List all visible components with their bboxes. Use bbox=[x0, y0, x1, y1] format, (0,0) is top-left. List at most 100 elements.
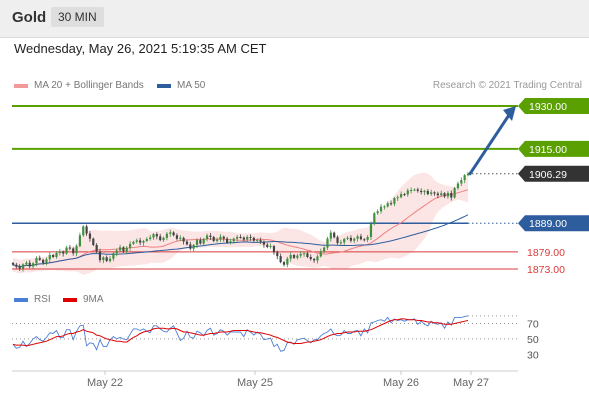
rsi-line bbox=[12, 315, 469, 352]
candle-body bbox=[185, 241, 189, 245]
candle-body bbox=[98, 251, 102, 261]
candle bbox=[266, 242, 269, 249]
candle-body bbox=[219, 236, 222, 240]
candle bbox=[108, 256, 112, 263]
candle-body bbox=[58, 251, 61, 253]
candle-body bbox=[88, 233, 92, 239]
candle-body bbox=[249, 236, 252, 238]
candle bbox=[443, 192, 446, 199]
candle bbox=[313, 257, 316, 263]
candle bbox=[249, 234, 252, 241]
candle bbox=[323, 246, 326, 254]
ma9-swatch bbox=[63, 297, 77, 302]
candle-body bbox=[145, 238, 148, 241]
support-label: 1873.00 bbox=[527, 264, 565, 276]
candle-body bbox=[443, 193, 446, 197]
candle-body bbox=[172, 232, 175, 236]
candle-body bbox=[222, 236, 225, 239]
candle-body bbox=[62, 251, 65, 254]
candle bbox=[466, 171, 470, 177]
candle-body bbox=[269, 246, 272, 248]
candle-body bbox=[215, 239, 219, 241]
candle bbox=[343, 237, 346, 246]
candle-body bbox=[316, 256, 319, 261]
candle bbox=[319, 248, 322, 258]
candle bbox=[45, 257, 48, 266]
candle-body bbox=[92, 238, 95, 245]
candle-body bbox=[356, 236, 359, 239]
candle bbox=[366, 235, 369, 243]
candle bbox=[292, 253, 296, 259]
candle bbox=[436, 191, 439, 199]
rsi-tick-label: 70 bbox=[527, 319, 539, 331]
candle-body bbox=[420, 190, 423, 193]
candle-body bbox=[272, 246, 276, 253]
candle-body bbox=[179, 237, 182, 239]
candle-body bbox=[262, 241, 266, 245]
candle bbox=[92, 237, 95, 247]
candle bbox=[393, 196, 396, 207]
candle bbox=[179, 235, 182, 242]
candle-body bbox=[399, 194, 403, 198]
candle-body bbox=[329, 232, 332, 239]
candle-body bbox=[252, 237, 255, 241]
rsi-legend-label: RSI bbox=[34, 294, 51, 305]
candle-body bbox=[446, 192, 450, 197]
candle bbox=[209, 232, 212, 241]
candle-body bbox=[149, 237, 152, 239]
candle-body bbox=[379, 206, 383, 212]
candle-body bbox=[266, 244, 269, 247]
candle bbox=[383, 205, 386, 210]
candle bbox=[299, 251, 302, 258]
candle bbox=[463, 174, 466, 184]
candle bbox=[195, 238, 199, 249]
candle bbox=[75, 244, 78, 257]
candle-body bbox=[369, 224, 373, 237]
candle-body bbox=[31, 263, 35, 267]
candle-body bbox=[450, 192, 453, 198]
candle bbox=[139, 237, 142, 246]
candle-body bbox=[416, 189, 419, 191]
candle bbox=[149, 234, 152, 241]
candle bbox=[242, 236, 245, 242]
candle-body bbox=[339, 242, 342, 244]
candle-body bbox=[82, 226, 85, 236]
candle-body bbox=[433, 192, 436, 194]
candle-body bbox=[343, 238, 346, 243]
rsi-layer: 70 50 30 bbox=[12, 315, 539, 361]
candle bbox=[286, 256, 289, 268]
candle bbox=[420, 188, 423, 195]
moving-averages-layer bbox=[12, 189, 469, 268]
candle bbox=[269, 243, 272, 249]
timeframe-button[interactable]: 30 MIN bbox=[51, 7, 104, 27]
x-tick-label: May 26 bbox=[383, 377, 419, 389]
candle-body bbox=[68, 247, 71, 249]
candle-body bbox=[42, 259, 45, 263]
candle bbox=[349, 235, 353, 243]
candle bbox=[31, 262, 35, 269]
legend-ma50: MA 50 bbox=[157, 80, 205, 91]
candle-body bbox=[152, 234, 155, 238]
rsi-tick-label: 50 bbox=[527, 334, 539, 346]
candle-body bbox=[282, 262, 286, 265]
candle-body bbox=[212, 236, 215, 241]
candle-body bbox=[423, 190, 426, 193]
candle bbox=[199, 237, 202, 245]
candle-body bbox=[182, 237, 185, 242]
candle bbox=[339, 239, 342, 246]
candle bbox=[413, 188, 416, 192]
candle bbox=[55, 251, 58, 259]
candle bbox=[282, 260, 286, 267]
candle bbox=[296, 253, 299, 260]
candle-body bbox=[102, 257, 105, 261]
candle bbox=[426, 189, 429, 196]
candle-body bbox=[319, 251, 322, 257]
resistance-tag bbox=[518, 98, 589, 114]
candle bbox=[272, 244, 276, 255]
candle-body bbox=[35, 258, 38, 264]
candle-body bbox=[159, 236, 162, 241]
ma20-legend-label: MA 20 + Bollinger Bands bbox=[34, 80, 144, 91]
candle bbox=[430, 189, 433, 196]
candle bbox=[416, 187, 419, 193]
